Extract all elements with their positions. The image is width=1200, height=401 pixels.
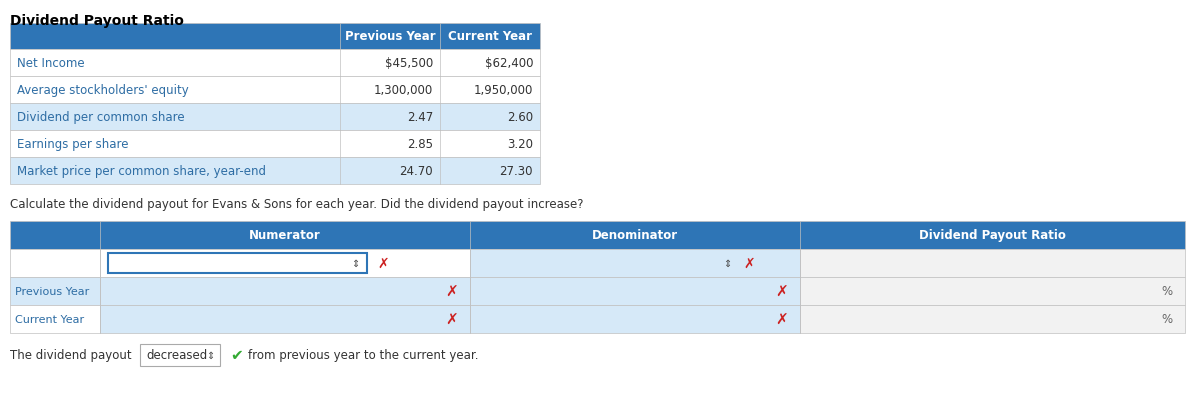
Text: 2.85: 2.85 [407, 138, 433, 151]
Text: $45,500: $45,500 [385, 57, 433, 70]
Text: %: % [1162, 313, 1174, 326]
Text: Market price per common share, year-end: Market price per common share, year-end [17, 164, 266, 178]
Bar [10, 305, 100, 333]
Text: Net Income: Net Income [17, 57, 85, 70]
Text: from previous year to the current year.: from previous year to the current year. [248, 348, 479, 362]
Text: ⇕: ⇕ [724, 258, 732, 268]
Text: ✗: ✗ [775, 312, 788, 327]
Bar [10, 158, 540, 184]
Bar [470, 277, 800, 305]
Text: The dividend payout: The dividend payout [10, 348, 132, 362]
Text: Average stockholders' equity: Average stockholders' equity [17, 84, 188, 97]
Bar [10, 104, 540, 131]
Text: ✔: ✔ [230, 348, 242, 363]
Text: Earnings per share: Earnings per share [17, 138, 128, 151]
Bar [470, 305, 800, 333]
Text: decreased: decreased [146, 348, 208, 362]
Text: ⇕: ⇕ [206, 350, 214, 360]
Bar [10, 131, 540, 158]
Text: 24.70: 24.70 [400, 164, 433, 178]
Text: 2.60: 2.60 [506, 111, 533, 124]
Text: Denominator: Denominator [592, 229, 678, 242]
Bar [10, 24, 540, 50]
Bar [800, 249, 1186, 277]
Text: Previous Year: Previous Year [14, 286, 89, 296]
Text: Dividend per common share: Dividend per common share [17, 111, 185, 124]
Bar [800, 305, 1186, 333]
Text: Numerator: Numerator [250, 229, 320, 242]
Text: 1,950,000: 1,950,000 [474, 84, 533, 97]
Text: ✗: ✗ [445, 284, 458, 299]
Bar [10, 249, 100, 277]
Bar [100, 305, 470, 333]
Text: Dividend Payout Ratio: Dividend Payout Ratio [10, 14, 184, 28]
Bar [10, 77, 540, 104]
Bar [10, 221, 1186, 249]
Text: %: % [1162, 285, 1174, 298]
Text: ✗: ✗ [445, 312, 458, 327]
Text: $62,400: $62,400 [485, 57, 533, 70]
Bar [10, 277, 100, 305]
Bar [800, 277, 1186, 305]
Text: 2.47: 2.47 [407, 111, 433, 124]
Bar [140, 344, 220, 366]
Bar [100, 277, 470, 305]
Text: ✗: ✗ [377, 256, 389, 270]
Text: 27.30: 27.30 [499, 164, 533, 178]
Text: ✗: ✗ [775, 284, 788, 299]
Text: ⇕: ⇕ [350, 258, 359, 268]
Text: Current Year: Current Year [448, 30, 532, 43]
Text: Current Year: Current Year [14, 314, 84, 324]
Bar [470, 249, 800, 277]
Bar [10, 50, 540, 77]
Text: Previous Year: Previous Year [344, 30, 436, 43]
FancyBboxPatch shape [108, 253, 367, 273]
Text: 3.20: 3.20 [508, 138, 533, 151]
Text: Dividend Payout Ratio: Dividend Payout Ratio [919, 229, 1066, 242]
Text: ✗: ✗ [744, 256, 755, 270]
Text: Calculate the dividend payout for Evans & Sons for each year. Did the dividend p: Calculate the dividend payout for Evans … [10, 198, 583, 211]
Bar [100, 249, 470, 277]
Text: 1,300,000: 1,300,000 [373, 84, 433, 97]
